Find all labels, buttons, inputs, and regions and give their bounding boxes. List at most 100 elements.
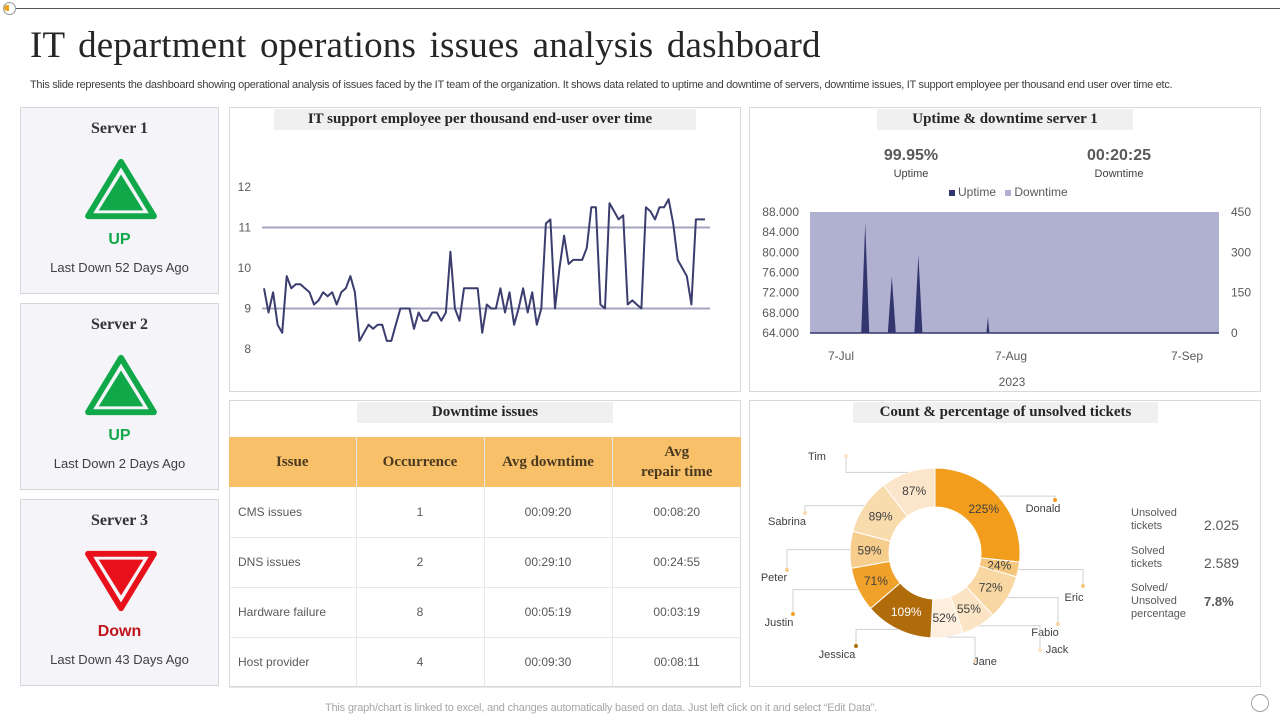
uptime-panel-title: Uptime & downtime server 1 [877, 109, 1133, 130]
server-last-down: Last Down 2 Days Ago [53, 456, 186, 471]
y-left-tick-label: 88.000 [762, 205, 799, 219]
donut-category-label: Peter [761, 572, 788, 584]
y-tick-label: 9 [244, 302, 251, 316]
ticket-stat-label: Solved/Unsolved percentage [1131, 582, 1187, 620]
donut-category-label: Fabio [1031, 627, 1059, 639]
x-tick-label: 7-Jul [828, 349, 854, 363]
leader-line [1018, 569, 1084, 586]
table-row[interactable]: DNS issues 2 00:29:10 00:24:55 [229, 537, 741, 588]
tickets-donut-chart[interactable]: 225% Donald 24% Eric 72% Fabio 55% Jack 52% Jane 1… [749, 400, 1261, 687]
leader-dot [1038, 648, 1042, 652]
ticket-stat-value: 2.025 [1204, 517, 1240, 533]
support-chart-panel: IT support employee per thousand end-use… [229, 107, 741, 392]
donut-category-label: Jane [973, 656, 997, 668]
tickets-panel-title: Count & percentage of unsolved tickets [853, 402, 1158, 423]
cell-avg-downtime: 00:05:19 [484, 587, 613, 638]
x-axis-label: 2023 [999, 375, 1026, 389]
uptime-area-chart[interactable]: 64.000 68.000 72.000 76.000 80.000 84.000 88.0… [749, 107, 1261, 392]
support-series-line[interactable] [263, 198, 705, 342]
leader-dot [1056, 622, 1060, 626]
donut-slice-label: 87% [902, 484, 926, 498]
donut-slice-label: 55% [957, 602, 981, 616]
leader-dot [1081, 584, 1085, 588]
y-right-tick-label: 0 [1231, 326, 1238, 340]
downtime-swatch [1005, 189, 1012, 196]
table-row[interactable]: CMS issues 1 00:09:20 00:08:20 [229, 487, 741, 538]
server-card[interactable]: Server 3 Down Last Down 43 Days Ago [20, 499, 219, 686]
slide-marker-icon [3, 2, 16, 15]
cell-avg-downtime: 00:29:10 [484, 537, 613, 588]
downtime-value: 00:20:25 [1086, 147, 1152, 164]
donut-category-label: Eric [1065, 592, 1084, 604]
slide-nav-icon[interactable] [1251, 694, 1269, 712]
donut-slice-label: 109% [891, 605, 922, 619]
uptime-swatch [949, 189, 955, 196]
col-header-occurrence[interactable]: Occurrence [356, 437, 485, 487]
server-status: UP [108, 427, 131, 444]
y-right-tick-label: 150 [1231, 286, 1251, 300]
donut-slice-label: 71% [864, 574, 888, 588]
downtime-label: Downtime [1094, 168, 1144, 180]
cell-avg-repair: 00:08:11 [612, 637, 741, 688]
y-right-tick-label: 300 [1231, 245, 1251, 259]
ticket-stat-label: Solved tickets [1131, 545, 1165, 570]
downtime-area[interactable] [810, 212, 1219, 333]
table-header-row: Issue Occurrence Avg downtime Avg repair … [229, 437, 741, 487]
uptime-spike[interactable] [887, 276, 896, 333]
server-name: Server 2 [90, 316, 148, 333]
donut-slice[interactable] [934, 467, 1021, 563]
ticket-stat-value: 2.589 [1204, 555, 1240, 571]
cell-issue: Hardware failure [229, 587, 357, 638]
server-card[interactable]: Server 2 UP Last Down 2 Days Ago [20, 303, 219, 490]
support-line-chart[interactable]: 8 9 10 11 12 [229, 107, 741, 392]
donut-slice[interactable] [882, 467, 936, 518]
donut-slice-label: 72% [979, 580, 1003, 594]
leader-line [786, 549, 851, 570]
table-row[interactable]: Hardware failure 8 00:05:19 00:03:19 [229, 587, 741, 638]
y-left-tick-label: 64.000 [762, 326, 799, 340]
server-last-down: Last Down 52 Days Ago [50, 260, 189, 275]
cell-avg-downtime: 00:09:30 [484, 637, 613, 688]
col-header-avg-downtime[interactable]: Avg downtime [484, 437, 613, 487]
leader-dot [791, 612, 795, 616]
cell-issue: CMS issues [229, 487, 357, 538]
col-header-avg-repair[interactable]: Avg repair time [612, 437, 741, 487]
cell-occurrence: 4 [356, 637, 485, 688]
donut-slice-label: 52% [932, 611, 956, 625]
y-tick-label: 8 [244, 342, 251, 356]
donut-category-label: Jessica [819, 649, 857, 661]
cell-occurrence: 1 [356, 487, 485, 538]
support-chart-title: IT support employee per thousand end-use… [274, 109, 696, 130]
leader-line [1007, 597, 1059, 624]
col-header-issue[interactable]: Issue [229, 437, 357, 487]
donut-slice-label: 59% [858, 543, 882, 557]
server-card[interactable]: Server 1 UP Last Down 52 Days Ago [20, 107, 219, 294]
x-tick-label: 7-Sep [1171, 349, 1203, 363]
uptime-value: 99.95% [883, 147, 939, 164]
uptime-spike[interactable] [861, 222, 870, 333]
leader-line [804, 505, 865, 513]
downtime-issues-title: Downtime issues [357, 402, 613, 423]
cell-avg-repair: 00:24:55 [612, 537, 741, 588]
donut-category-label: Justin [765, 617, 794, 629]
uptime-legend: Uptime Downtime [949, 185, 1068, 199]
downtime-issues-table: Issue Occurrence Avg downtime Avg repair … [229, 437, 741, 688]
uptime-spike[interactable] [986, 316, 990, 333]
donut-slice-label: 225% [968, 502, 999, 516]
leader-dot [803, 511, 807, 515]
cell-avg-downtime: 00:09:20 [484, 487, 613, 538]
uptime-spike[interactable] [914, 255, 923, 333]
legend-item-downtime[interactable]: Downtime [1005, 185, 1068, 199]
leader-line [978, 625, 1041, 650]
server-status: UP [108, 231, 131, 248]
status-down-triangle-icon [85, 550, 157, 612]
y-right-tick-label: 450 [1231, 205, 1251, 219]
donut-slice-label: 89% [869, 510, 893, 524]
y-left-tick-label: 84.000 [762, 225, 799, 239]
server-last-down: Last Down 43 Days Ago [50, 652, 189, 667]
table-row[interactable]: Host provider 4 00:09:30 00:08:11 [229, 637, 741, 688]
page-description: This slide represents the dashboard show… [30, 79, 1173, 91]
legend-item-uptime[interactable]: Uptime [949, 185, 996, 199]
cell-occurrence: 2 [356, 537, 485, 588]
ticket-stat-label: Unsolved tickets [1131, 507, 1177, 532]
